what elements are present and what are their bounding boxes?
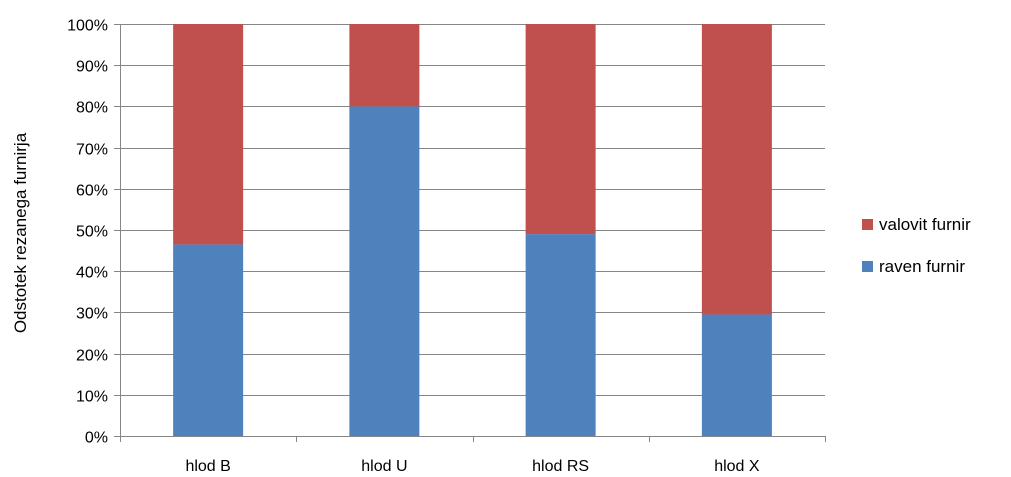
- y-tick-label: 80%: [76, 100, 108, 117]
- legend-label: raven furnir: [879, 257, 965, 276]
- y-tick-label: 60%: [76, 183, 108, 200]
- bars: [173, 24, 772, 437]
- y-tick-label: 20%: [76, 348, 108, 365]
- legend-swatch: [862, 261, 873, 272]
- y-tick-label: 70%: [76, 142, 108, 159]
- y-tick-label: 30%: [76, 306, 108, 323]
- y-tick-label: 40%: [76, 265, 108, 282]
- y-tick-label: 90%: [76, 59, 108, 76]
- y-tick-label: 50%: [76, 224, 108, 241]
- x-tick-label: hlod RS: [532, 458, 589, 475]
- x-tick-label: hlod X: [714, 458, 760, 475]
- legend: valovit furnir raven furnir: [862, 215, 971, 276]
- bar-raven-furnir-hlod-RS: [525, 234, 596, 436]
- x-tick-labels: hlod B hlod U hlod RS hlod X: [185, 458, 759, 475]
- bar-raven-furnir-hlod-B: [173, 244, 244, 436]
- bar-raven-furnir-hlod-U: [349, 106, 420, 437]
- y-tick-labels: 0% 10% 20% 30% 40% 50% 60% 70% 80% 90% 100%: [67, 18, 108, 447]
- bar-valovit-furnir-hlod-X: [701, 24, 772, 315]
- bar-raven-furnir-hlod-X: [701, 314, 772, 436]
- y-tick-label: 100%: [67, 18, 108, 35]
- x-tick-label: hlod U: [361, 458, 407, 475]
- x-tick-label: hlod B: [185, 458, 230, 475]
- y-axis-title: Odstotek rezanega furnirja: [11, 132, 30, 333]
- bar-valovit-furnir-hlod-U: [349, 24, 420, 107]
- bar-valovit-furnir-hlod-B: [173, 24, 244, 245]
- axes: [114, 24, 826, 442]
- y-tick-label: 10%: [76, 389, 108, 406]
- legend-label: valovit furnir: [879, 215, 971, 234]
- bar-valovit-furnir-hlod-RS: [525, 24, 596, 235]
- y-tick-label: 0%: [85, 430, 108, 447]
- legend-swatch: [862, 219, 873, 230]
